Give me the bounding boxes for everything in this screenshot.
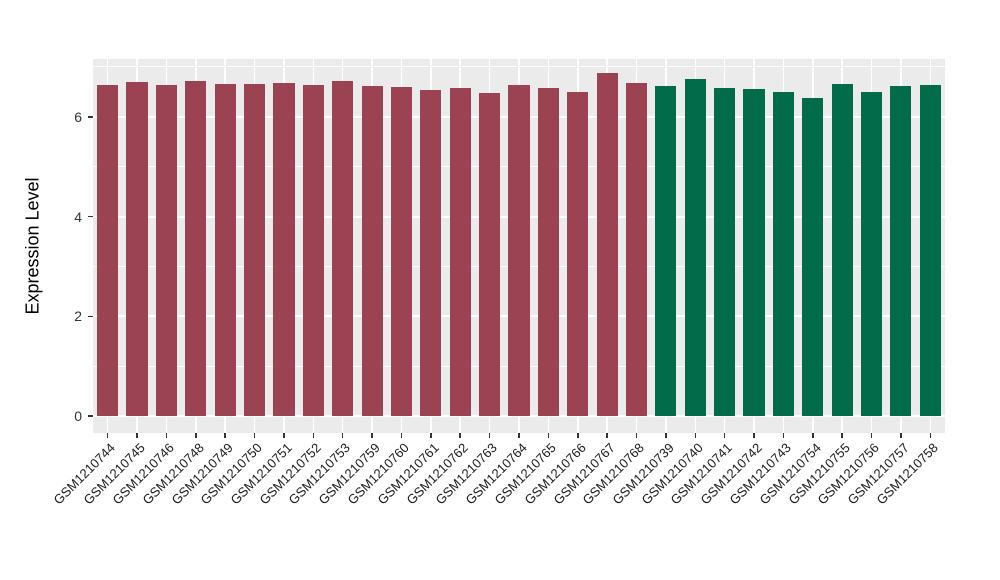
x-tick-mark: [312, 433, 315, 438]
bar-GSM1210766: [567, 92, 589, 416]
x-tick-mark: [635, 433, 638, 438]
x-tick-mark: [606, 433, 608, 438]
x-tick-mark: [577, 433, 579, 438]
bar-GSM1210755: [831, 84, 853, 416]
x-tick-mark: [224, 433, 226, 438]
bar-GSM1210744: [97, 85, 119, 416]
y-tick-mark: [88, 116, 93, 118]
bar-GSM1210740: [684, 79, 706, 416]
bar-GSM1210752: [302, 85, 324, 416]
bar-GSM1210749: [214, 83, 236, 416]
bar-GSM1210756: [860, 92, 883, 416]
bar-GSM1210764: [508, 84, 530, 416]
x-tick-mark: [812, 433, 814, 438]
bar-GSM1210765: [537, 88, 559, 416]
bar-GSM1210748: [185, 81, 207, 416]
x-tick-mark: [459, 433, 461, 438]
x-tick-mark: [900, 433, 902, 438]
bar-GSM1210760: [390, 86, 413, 416]
x-tick-mark: [547, 433, 550, 438]
bar-GSM1210750: [244, 84, 266, 416]
y-tick-label: 4: [74, 208, 82, 225]
bar-GSM1210753: [332, 80, 354, 416]
bar-GSM1210767: [596, 73, 618, 416]
x-tick-mark: [400, 433, 403, 438]
bar-GSM1210743: [772, 91, 794, 416]
x-tick-mark: [518, 433, 520, 438]
x-tick-mark: [136, 433, 138, 438]
bar-GSM1210762: [449, 88, 471, 416]
bar-GSM1210761: [420, 90, 442, 416]
x-tick-mark: [723, 433, 726, 438]
y-tick-mark: [88, 315, 93, 318]
bar-GSM1210739: [655, 85, 677, 416]
bar-GSM1210741: [714, 88, 736, 416]
x-tick-mark: [782, 433, 785, 438]
bar-GSM1210768: [625, 83, 648, 416]
y-tick-label: 0: [74, 408, 82, 424]
y-axis-title: Expression Level: [22, 177, 43, 315]
bar-GSM1210746: [155, 84, 177, 416]
x-tick-mark: [753, 433, 755, 438]
bar-GSM1210757: [890, 86, 912, 416]
x-tick-mark: [929, 433, 932, 438]
x-tick-mark: [488, 433, 491, 438]
y-tick-label: 6: [74, 108, 82, 125]
x-tick-mark: [341, 433, 344, 438]
bar-GSM1210758: [919, 85, 941, 416]
x-tick-mark: [106, 433, 109, 438]
x-tick-mark: [253, 433, 256, 438]
x-tick-mark: [283, 433, 285, 438]
x-tick-mark: [195, 433, 197, 438]
bar-GSM1210742: [743, 89, 765, 416]
plot-panel: [93, 59, 945, 433]
x-tick-mark: [694, 433, 697, 438]
x-tick-mark: [870, 433, 873, 438]
bar-GSM1210754: [802, 98, 824, 416]
x-tick-mark: [665, 433, 667, 438]
y-tick-mark: [88, 415, 93, 417]
y-tick-mark: [88, 215, 93, 218]
y-tick-label: 2: [74, 308, 82, 325]
x-tick-mark: [841, 433, 843, 438]
bar-GSM1210751: [273, 82, 295, 416]
bar-GSM1210745: [126, 82, 148, 416]
x-tick-mark: [371, 433, 373, 438]
bar-GSM1210763: [479, 93, 501, 416]
x-tick-mark: [430, 433, 432, 438]
bar-GSM1210759: [361, 86, 383, 416]
x-tick-mark: [165, 433, 168, 438]
